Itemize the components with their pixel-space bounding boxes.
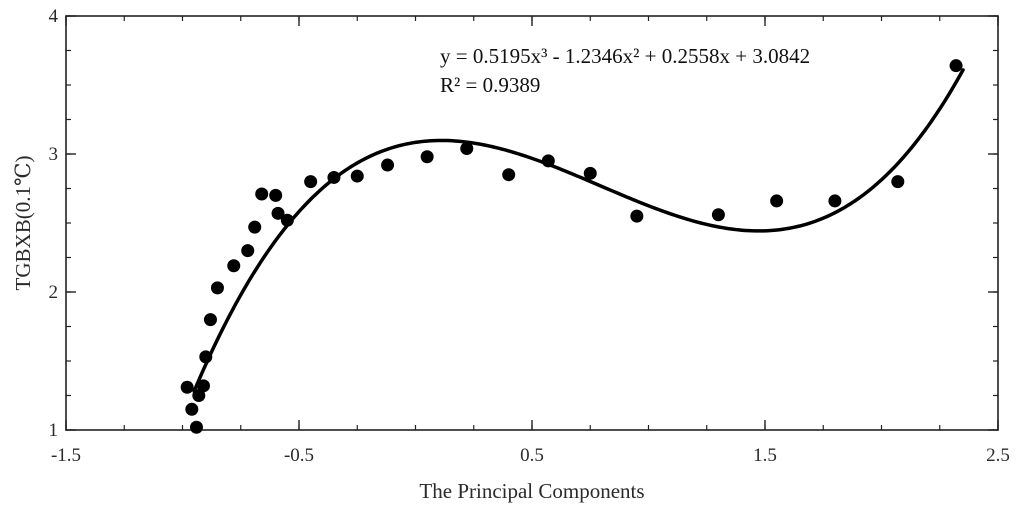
data-point — [185, 402, 199, 416]
x-tick-label: -0.5 — [284, 445, 314, 466]
data-point — [189, 420, 203, 434]
data-point — [828, 194, 842, 208]
x-axis-title: The Principal Components — [419, 479, 644, 503]
x-tick-label: 2.5 — [986, 445, 1010, 466]
y-tick-label: 3 — [49, 144, 59, 165]
equation-label: y = 0.5195x³ - 1.2346x² + 0.2558x + 3.08… — [440, 44, 810, 68]
data-point — [770, 194, 784, 208]
data-point — [630, 209, 644, 223]
data-point — [248, 220, 262, 234]
data-point — [420, 150, 434, 164]
data-point — [949, 59, 963, 73]
data-point — [203, 313, 217, 327]
data-point — [304, 175, 318, 189]
x-tick-label: 1.5 — [753, 445, 777, 466]
data-point — [711, 208, 725, 222]
data-point — [227, 259, 241, 273]
data-points — [180, 59, 963, 434]
data-point — [196, 379, 210, 393]
data-point — [241, 244, 255, 258]
y-tick-labels: 1 2 3 4 — [49, 6, 59, 441]
data-point — [502, 168, 516, 182]
data-point — [180, 380, 194, 394]
y-tick-label: 1 — [49, 420, 59, 441]
data-point — [327, 170, 341, 184]
data-point — [271, 206, 285, 220]
x-tick-label: -1.5 — [51, 445, 81, 466]
y-tick-label: 2 — [49, 282, 59, 303]
data-point — [255, 187, 269, 201]
data-point — [210, 281, 224, 295]
data-point — [269, 188, 283, 202]
data-point — [381, 158, 395, 172]
fit-curve — [192, 68, 965, 393]
data-point — [460, 141, 474, 155]
y-tick-label: 4 — [49, 6, 59, 27]
r-squared-label: R² = 0.9389 — [440, 73, 540, 97]
data-point — [192, 389, 206, 402]
data-point — [541, 154, 555, 168]
x-tick-label: 0.5 — [520, 445, 544, 466]
data-point — [891, 175, 905, 189]
major-ticks — [65, 15, 999, 431]
data-point — [199, 350, 213, 364]
data-point — [280, 213, 294, 227]
y-axis-title: TGBXB(0.1℃) — [11, 156, 35, 291]
data-point — [583, 166, 597, 180]
data-point — [350, 169, 364, 183]
x-tick-labels: -1.5 -0.5 0.5 1.5 2.5 — [51, 445, 1010, 466]
